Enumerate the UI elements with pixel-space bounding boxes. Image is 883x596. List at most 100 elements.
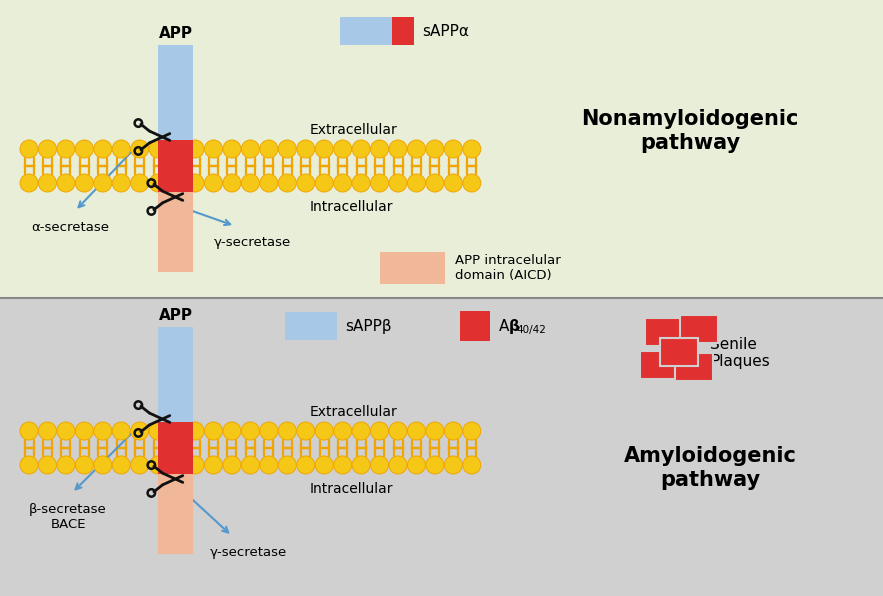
Circle shape <box>223 140 241 158</box>
FancyBboxPatch shape <box>0 298 883 596</box>
Circle shape <box>334 174 351 192</box>
Circle shape <box>426 456 444 474</box>
Circle shape <box>241 140 260 158</box>
Circle shape <box>20 422 38 440</box>
Text: sAPPα: sAPPα <box>422 23 469 39</box>
FancyBboxPatch shape <box>675 353 713 381</box>
FancyBboxPatch shape <box>158 422 193 474</box>
Circle shape <box>131 140 148 158</box>
FancyBboxPatch shape <box>0 0 883 298</box>
Circle shape <box>223 422 241 440</box>
Text: APP: APP <box>159 308 192 323</box>
Circle shape <box>168 456 185 474</box>
Circle shape <box>260 456 278 474</box>
Circle shape <box>389 174 407 192</box>
Text: Extracellular: Extracellular <box>310 405 397 419</box>
Circle shape <box>20 174 38 192</box>
FancyBboxPatch shape <box>392 17 414 45</box>
Circle shape <box>278 422 297 440</box>
Circle shape <box>39 140 57 158</box>
Circle shape <box>94 456 112 474</box>
Circle shape <box>39 456 57 474</box>
Circle shape <box>463 422 481 440</box>
Circle shape <box>149 456 167 474</box>
Circle shape <box>371 456 389 474</box>
Text: β-secretase
BACE: β-secretase BACE <box>29 503 107 531</box>
Text: Intracellular: Intracellular <box>310 200 394 214</box>
Circle shape <box>315 422 333 440</box>
Circle shape <box>205 140 223 158</box>
Circle shape <box>149 140 167 158</box>
FancyBboxPatch shape <box>640 351 678 379</box>
Circle shape <box>168 174 185 192</box>
Text: Amyloidogenic
pathway: Amyloidogenic pathway <box>623 446 796 489</box>
Circle shape <box>241 456 260 474</box>
FancyBboxPatch shape <box>158 45 193 140</box>
Circle shape <box>371 174 389 192</box>
Circle shape <box>278 456 297 474</box>
Circle shape <box>94 140 112 158</box>
Circle shape <box>407 174 426 192</box>
Circle shape <box>205 174 223 192</box>
Circle shape <box>463 174 481 192</box>
Circle shape <box>426 140 444 158</box>
Circle shape <box>260 174 278 192</box>
Circle shape <box>112 422 131 440</box>
Circle shape <box>186 174 204 192</box>
Circle shape <box>186 140 204 158</box>
Circle shape <box>352 174 370 192</box>
Circle shape <box>57 422 75 440</box>
Circle shape <box>57 456 75 474</box>
Circle shape <box>39 174 57 192</box>
Circle shape <box>260 140 278 158</box>
Text: APP intracelular
domain (AICD): APP intracelular domain (AICD) <box>455 254 561 282</box>
Circle shape <box>407 456 426 474</box>
Circle shape <box>371 140 389 158</box>
FancyBboxPatch shape <box>158 192 193 272</box>
FancyBboxPatch shape <box>380 252 445 284</box>
Circle shape <box>168 140 185 158</box>
FancyBboxPatch shape <box>460 311 490 341</box>
Text: Senile
Plaques: Senile Plaques <box>710 337 770 369</box>
Circle shape <box>131 456 148 474</box>
Circle shape <box>75 422 94 440</box>
FancyBboxPatch shape <box>680 315 718 343</box>
Circle shape <box>186 422 204 440</box>
FancyBboxPatch shape <box>158 474 193 554</box>
Circle shape <box>57 140 75 158</box>
Circle shape <box>20 140 38 158</box>
Circle shape <box>112 456 131 474</box>
Circle shape <box>389 422 407 440</box>
Circle shape <box>131 174 148 192</box>
Circle shape <box>315 174 333 192</box>
Circle shape <box>278 174 297 192</box>
FancyBboxPatch shape <box>285 312 337 340</box>
Circle shape <box>389 456 407 474</box>
Circle shape <box>260 422 278 440</box>
Circle shape <box>426 174 444 192</box>
Text: Extracellular: Extracellular <box>310 123 397 137</box>
Circle shape <box>334 456 351 474</box>
Text: Intracellular: Intracellular <box>310 482 394 496</box>
FancyBboxPatch shape <box>645 318 683 346</box>
Circle shape <box>75 456 94 474</box>
FancyBboxPatch shape <box>340 17 392 45</box>
Circle shape <box>186 456 204 474</box>
Circle shape <box>94 174 112 192</box>
Circle shape <box>297 140 314 158</box>
Circle shape <box>112 140 131 158</box>
Circle shape <box>205 422 223 440</box>
Circle shape <box>352 456 370 474</box>
Circle shape <box>371 422 389 440</box>
Circle shape <box>352 422 370 440</box>
Circle shape <box>149 174 167 192</box>
Circle shape <box>426 422 444 440</box>
Circle shape <box>463 456 481 474</box>
Text: A$\bf{\beta}$: A$\bf{\beta}$ <box>498 316 521 336</box>
Circle shape <box>223 456 241 474</box>
Circle shape <box>444 456 463 474</box>
Text: 40/42: 40/42 <box>516 325 546 335</box>
Circle shape <box>444 140 463 158</box>
Circle shape <box>407 140 426 158</box>
Circle shape <box>131 422 148 440</box>
